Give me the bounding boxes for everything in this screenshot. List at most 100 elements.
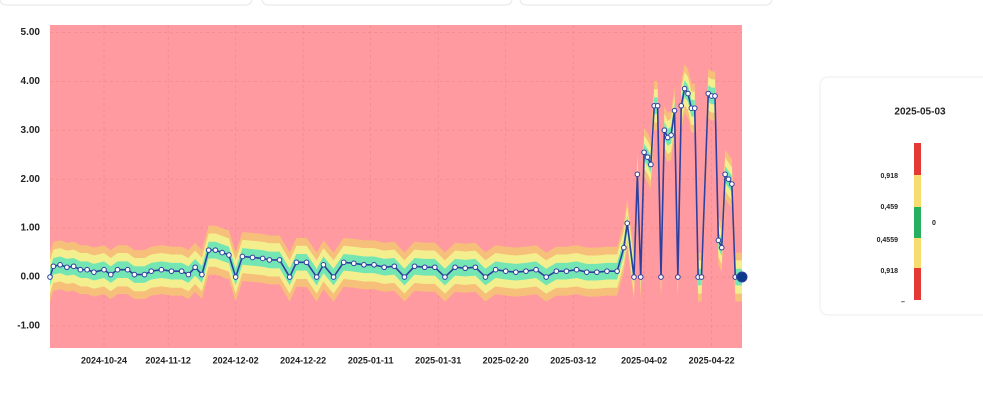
scale-label: 0,918 (880, 268, 898, 275)
scale-yellow (914, 238, 921, 268)
point (381, 264, 387, 271)
point (50, 263, 57, 270)
x-tick-label: 2024-12-22 (280, 355, 326, 365)
point (452, 264, 458, 271)
point (718, 244, 725, 251)
point (212, 247, 219, 253)
point (205, 247, 212, 253)
point (661, 127, 668, 134)
point (634, 171, 641, 178)
point (259, 255, 266, 262)
x-tick-label: 2024-12-02 (213, 355, 259, 365)
point (199, 271, 205, 278)
point (391, 263, 398, 270)
point (276, 257, 283, 263)
point (614, 268, 620, 274)
point (573, 266, 580, 273)
card (819, 76, 983, 316)
point (101, 266, 107, 273)
point (131, 271, 138, 278)
point (158, 266, 165, 273)
point (330, 274, 337, 280)
point (691, 105, 698, 111)
scale-label: 0,4559 (877, 237, 899, 244)
point (371, 262, 377, 268)
point (644, 154, 651, 160)
point (648, 161, 654, 168)
point (239, 253, 246, 260)
point (148, 268, 155, 274)
point (472, 264, 479, 271)
point (77, 266, 84, 273)
point (715, 237, 722, 244)
point (432, 264, 438, 271)
point (553, 268, 560, 274)
point (712, 93, 718, 99)
point (482, 274, 489, 280)
point (47, 274, 53, 280)
card-date: 2025-05-03 (894, 107, 946, 118)
point (681, 85, 688, 92)
point (637, 274, 644, 280)
y-tick-label: 0.00 (21, 272, 41, 283)
x-tick-label: 2025-01-11 (348, 355, 394, 365)
point (226, 252, 232, 258)
point (442, 274, 448, 280)
point (523, 268, 529, 274)
point (641, 149, 647, 156)
point (361, 262, 367, 268)
last-point (736, 271, 748, 283)
scale-green (914, 207, 921, 238)
point (286, 274, 293, 280)
point (219, 249, 225, 256)
x-tick-label: 2025-03-12 (550, 355, 596, 365)
point (624, 220, 631, 227)
point (91, 269, 97, 275)
top-card (261, 0, 513, 6)
point (678, 102, 685, 109)
point (107, 271, 114, 278)
point (64, 264, 70, 271)
point (249, 254, 256, 261)
point (303, 259, 310, 266)
chart: -1.00 0.00 1.00 2.00 3.00 4.00 5.00 2024-10-24 2… (17, 25, 748, 365)
point (124, 266, 131, 273)
point (675, 274, 681, 280)
scale-center: 0 (932, 220, 936, 227)
point (725, 176, 732, 182)
scale-label: 0,459 (880, 204, 898, 211)
y-tick-label: 5.00 (21, 27, 41, 38)
point (654, 102, 661, 109)
point (320, 262, 327, 268)
point (114, 266, 121, 273)
point (594, 269, 600, 275)
scale-red (914, 268, 921, 300)
point (583, 269, 590, 275)
point (604, 268, 610, 274)
x-tick-label: 2025-02-20 (483, 355, 529, 365)
point (621, 244, 627, 251)
point (492, 266, 499, 273)
point (668, 132, 674, 138)
x-tick-label: 2024-11-12 (145, 355, 191, 365)
band (50, 80, 742, 286)
point (192, 264, 198, 271)
x-tick-label: 2025-04-22 (689, 355, 735, 365)
point (340, 259, 347, 266)
point (70, 263, 77, 270)
point (411, 263, 418, 270)
scale-red (914, 143, 921, 175)
point (185, 271, 192, 278)
y-tick-label: 2.00 (21, 174, 41, 185)
point (232, 274, 239, 280)
point (313, 274, 320, 280)
point (543, 274, 550, 280)
point (698, 274, 705, 280)
scale-footer: – (901, 299, 905, 306)
y-tick-label: -1.00 (17, 321, 40, 332)
x-tick-label: 2025-01-31 (415, 355, 461, 365)
point (658, 274, 664, 280)
point (513, 269, 519, 275)
point (421, 264, 428, 271)
point (533, 266, 539, 273)
